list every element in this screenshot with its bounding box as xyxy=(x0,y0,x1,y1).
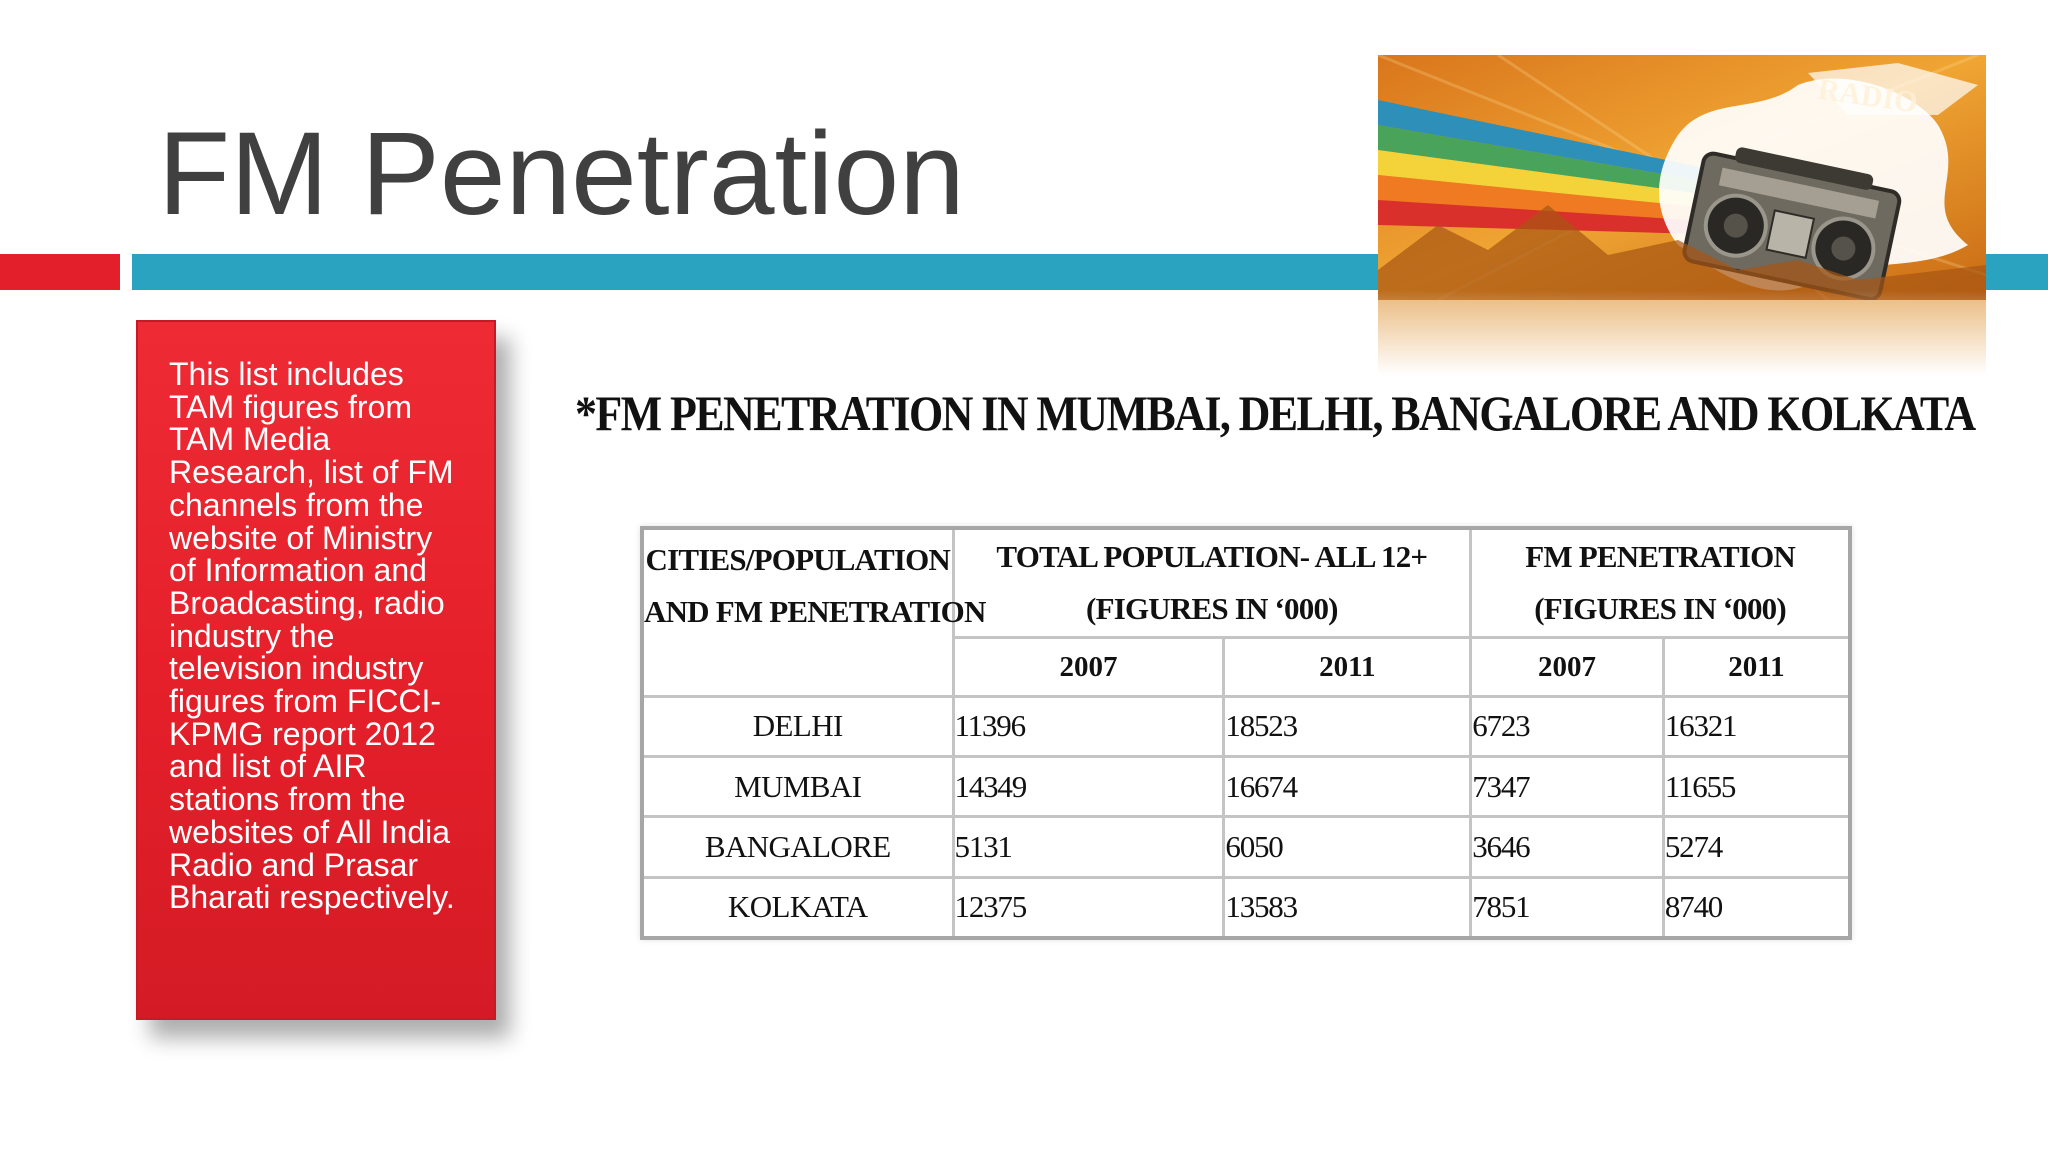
fm-2011-cell: 11655 xyxy=(1661,754,1852,819)
table-row: DELHI 11396 18523 6723 16321 xyxy=(640,694,1852,758)
accent-bar-red xyxy=(0,254,120,290)
fm-2011-cell: 5274 xyxy=(1661,815,1852,879)
table-heading: *FM PENETRATION IN MUMBAI, DELHI, BANGAL… xyxy=(575,386,1976,441)
slide-title: FM Penetration xyxy=(158,108,965,240)
header-cities-line1: CITIES/POPULATION xyxy=(645,542,951,577)
table-row: KOLKATA 12375 13583 7851 8740 xyxy=(640,875,1852,940)
table-header-row: CITIES/POPULATION AND FM PENETRATION TOT… xyxy=(640,526,1852,698)
population-2011-cell: 6050 xyxy=(1222,815,1473,879)
fm-2007-cell: 3646 xyxy=(1469,815,1665,879)
fm-2007-cell: 6723 xyxy=(1469,694,1665,758)
header-total-population-line2: (FIGURES IN ‘000) xyxy=(1086,591,1338,627)
table-year-row: 2007 2011 2007 2011 xyxy=(642,636,1852,698)
city-cell: DELHI xyxy=(640,694,955,758)
population-2011-cell: 16674 xyxy=(1222,754,1473,819)
population-2011-cell: 13583 xyxy=(1222,875,1473,940)
city-cell: MUMBAI xyxy=(640,754,955,819)
decorative-divider xyxy=(530,383,552,501)
table-row: MUMBAI 14349 16674 7347 11655 xyxy=(640,754,1852,819)
fm-2007-cell: 7347 xyxy=(1469,754,1665,819)
population-2007-cell: 11396 xyxy=(951,694,1226,758)
boombox-icon: RADIO xyxy=(1378,55,1986,375)
header-fm-penetration-line1: FM PENETRATION xyxy=(1525,539,1796,575)
year-cell: 2011 xyxy=(1661,636,1852,698)
decorative-divider xyxy=(530,942,552,994)
year-cell: 2011 xyxy=(1222,636,1473,698)
population-2011-cell: 18523 xyxy=(1222,694,1473,758)
city-cell: BANGALORE xyxy=(640,815,955,879)
boombox-banner-image: RADIO xyxy=(1378,55,1986,375)
year-cell: 2007 xyxy=(1469,636,1665,698)
header-total-population: TOTAL POPULATION- ALL 12+ (FIGURES IN ‘0… xyxy=(951,526,1473,640)
info-callout: This list includes TAM figures from TAM … xyxy=(136,320,496,1020)
fm-2011-cell: 8740 xyxy=(1661,875,1852,940)
fm-2007-cell: 7851 xyxy=(1469,875,1665,940)
header-cities: CITIES/POPULATION AND FM PENETRATION xyxy=(640,526,986,698)
year-cell: 2007 xyxy=(951,636,1226,698)
header-total-population-line1: TOTAL POPULATION- ALL 12+ xyxy=(996,539,1428,575)
header-fm-penetration: FM PENETRATION (FIGURES IN ‘000) xyxy=(1469,526,1852,640)
fm-2011-cell: 16321 xyxy=(1661,694,1852,758)
fm-penetration-table: CITIES/POPULATION AND FM PENETRATION TOT… xyxy=(640,526,1852,940)
city-cell: KOLKATA xyxy=(640,875,955,940)
table-row: BANGALORE 5131 6050 3646 5274 xyxy=(640,815,1852,879)
population-2007-cell: 5131 xyxy=(951,815,1226,879)
info-text: This list includes TAM figures from TAM … xyxy=(169,356,455,916)
header-fm-penetration-line2: (FIGURES IN ‘000) xyxy=(1534,591,1786,627)
population-2007-cell: 12375 xyxy=(951,875,1226,940)
header-cities-line2: AND FM PENETRATION xyxy=(644,594,986,629)
population-2007-cell: 14349 xyxy=(951,754,1226,819)
